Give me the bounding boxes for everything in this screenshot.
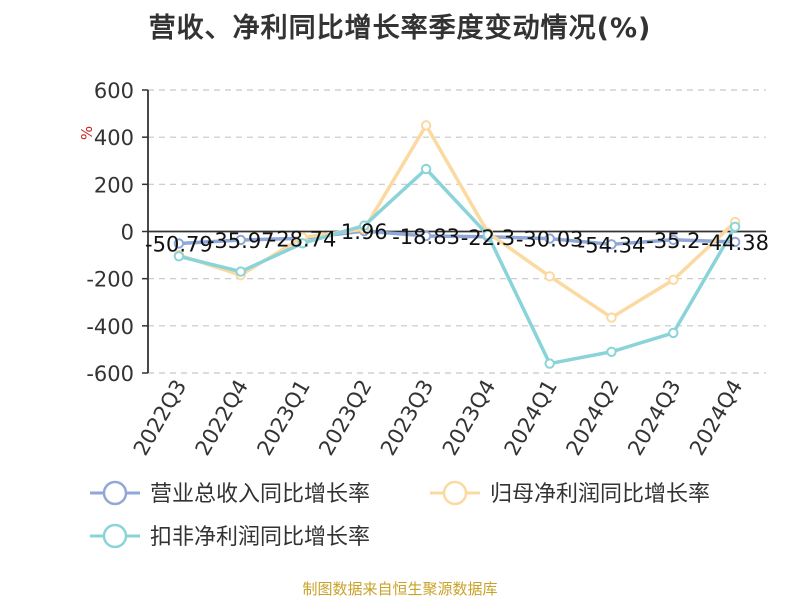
x-tick-label: 2023Q3 [376,376,438,460]
x-tick-label: 2023Q1 [252,376,314,460]
legend-label: 归母净利润同比增长率 [490,482,710,507]
series-line [178,123,737,320]
chart-title: 营收、净利同比增长率季度变动情况(%) [148,13,652,44]
legend-marker [102,480,128,506]
y-tick-label: 200 [94,173,134,197]
source-note: 制图数据来自恒生聚源数据库 [302,580,498,598]
series-line [178,167,737,366]
data-point [482,229,494,241]
x-tick-label: 2024Q2 [561,376,623,460]
legend-label: 营业总收入同比增长率 [150,482,370,507]
legend-item[interactable]: 扣非净利润同比增长率 [90,523,370,550]
data-point [544,358,555,369]
x-tick-label: 2022Q4 [191,376,253,460]
data-point [668,327,679,339]
data-point [729,221,741,232]
data-label: -44.38 [701,231,769,255]
y-tick-label: 0 [121,221,134,245]
data-point [606,239,617,250]
legend-item[interactable]: 营业总收入同比增长率 [90,480,370,507]
x-tick-label: 2024Q3 [623,376,685,460]
data-label: 1.96 [341,220,388,244]
series-group [173,120,741,369]
data-label: -35.97 [207,229,275,253]
legend-marker [102,523,128,549]
data-label: -50.79 [145,232,213,256]
x-tick-label: 2023Q4 [438,376,500,460]
y-tick-label: 600 [94,79,134,103]
data-label: -30.03 [516,228,584,252]
data-point [297,238,308,249]
data-labels: -50.79-35.97-28.74 1.96 -18.83 -22.3 -30.03-… [145,220,769,257]
data-point [235,234,246,246]
y-tick-label: 400 [94,126,134,150]
data-point [668,234,679,246]
series-line [178,229,736,247]
data-point [729,236,741,248]
data-label: -35.2 [646,229,700,253]
data-point [235,266,246,277]
y-tick-label: -200 [86,268,134,292]
data-label: -22.3 [461,226,515,250]
grid-lines [148,89,766,374]
data-point [420,230,432,242]
legend-label: 扣非净利润同比增长率 [150,525,370,550]
data-point [420,120,432,131]
x-tick-label: 2024Q4 [685,376,747,460]
data-label: -54.34 [578,233,646,257]
legend-item[interactable]: 归母净利润同比增长率 [430,480,710,507]
data-point [668,274,679,286]
y-tick-label: -400 [86,315,134,339]
data-point [544,271,555,282]
data-point [173,251,185,262]
data-point [359,220,370,231]
y-tick-label: -600 [86,362,134,386]
x-tick-label: 2022Q3 [129,376,191,460]
data-point [544,233,555,244]
data-point [606,312,617,323]
legend-marker [442,480,468,506]
data-point [420,163,432,175]
data-label: -28.74 [269,227,337,251]
data-point [173,238,185,249]
y-axis-label: % [78,126,96,140]
x-tick-label: 2023Q2 [314,376,376,460]
data-label: -18.83 [392,225,460,249]
x-tick-label: 2024Q1 [500,376,562,460]
data-point [606,346,617,357]
